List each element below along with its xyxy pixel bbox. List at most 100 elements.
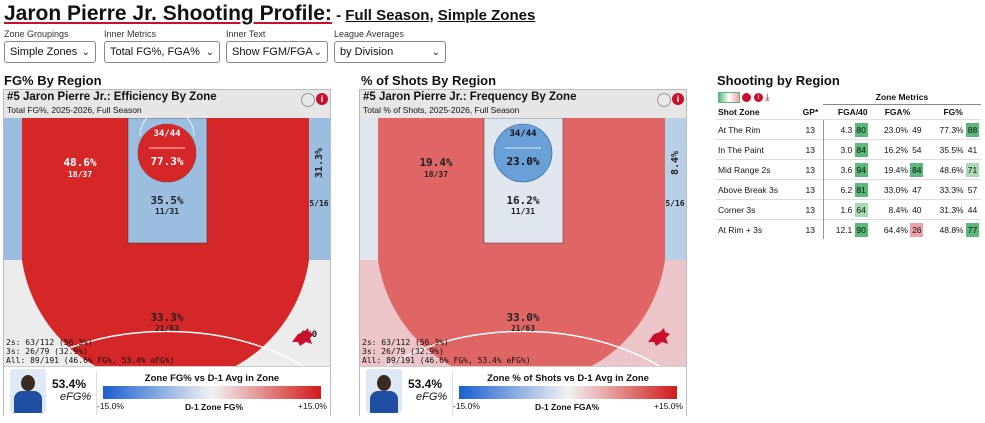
table-row: At The Rim 13 4.3 80 23.0% 49 77.3% 88 [716, 119, 981, 140]
efg-value: 53.4% [52, 377, 87, 391]
zone-cell: Above Break 3s [716, 179, 798, 200]
chevron-down-icon: ⌄ [205, 46, 214, 58]
legend-area: 53.4% eFG% Zone FG% vs D-1 Avg in Zone -… [4, 366, 330, 417]
mid-frac: 18/37 [68, 170, 92, 179]
col-fga40[interactable]: FGA/40 [837, 107, 868, 117]
download-icon[interactable]: ⤓ [765, 91, 770, 103]
rim-frac: 34/44 [153, 129, 181, 139]
inner-text-label: Inner Text [226, 29, 266, 39]
right-corner-frac: 5/16 [309, 199, 328, 208]
legend-max: +15.0% [653, 401, 683, 411]
legend-max: +15.0% [297, 401, 327, 411]
col-fg-pct[interactable]: FG% [943, 107, 963, 117]
footnote-3s: 3s: 26/79 (32.9%) [362, 347, 444, 356]
zone-cell: At The Rim [716, 119, 798, 140]
paint-frac: 11/31 [155, 207, 179, 216]
efg-label: eFG% [416, 391, 448, 403]
legend-title: Zone FG% vs D-1 Avg in Zone [144, 373, 280, 384]
legend-min: -15.0% [97, 401, 124, 411]
card-header: #5 Jaron Pierre Jr.: Frequency By Zone T… [360, 90, 686, 119]
shots-by-region-title: % of Shots By Region [361, 73, 497, 88]
three-pct: 33.3% [150, 311, 183, 324]
midrange-zone [378, 118, 665, 385]
card-header: #5 Jaron Pierre Jr.: Efficiency By Zone … [4, 90, 330, 119]
midrange-zone [22, 118, 309, 385]
col-gp[interactable]: GP* [802, 106, 819, 117]
full-season-link[interactable]: Full Season [345, 7, 430, 24]
three-frac: 21/63 [155, 324, 179, 333]
league-averages-label: League Averages [334, 29, 404, 39]
mid-pct: 48.6% [63, 156, 96, 169]
right-corner-zone [665, 118, 686, 260]
team-logo-icon [292, 328, 314, 346]
col-shot-zone[interactable]: Shot Zone [718, 106, 760, 117]
league-averages-select[interactable]: by Division ⌄ [334, 41, 446, 63]
col-fga-pct[interactable]: FGA% [884, 107, 911, 117]
right-corner-pct: 31.3% [314, 148, 325, 178]
info-icon[interactable]: i [672, 93, 684, 105]
zone-groupings-select[interactable]: Simple Zones ⌄ [4, 41, 96, 63]
inner-metrics-label: Inner Metrics [104, 29, 157, 39]
zone-metrics-header: Zone Metrics [823, 90, 981, 105]
left-corner-zone [360, 118, 378, 260]
player-photo [366, 369, 402, 413]
inner-text-select[interactable]: Show FGM/FGA ⌄ [226, 41, 328, 63]
rim-pct: 77.3% [150, 155, 183, 168]
chevron-down-icon: ⌄ [81, 46, 90, 58]
card-title: #5 Jaron Pierre Jr.: Frequency By Zone [363, 91, 577, 103]
rim-frac: 34/44 [509, 129, 537, 139]
team-logo-icon [648, 328, 670, 346]
shooting-table: i ⤓ Zone Metrics Shot Zone GP* FGA/40 FG… [716, 90, 981, 239]
table-row: Corner 3s 13 1.6 64 8.4% 40 31.3% 44 [716, 199, 981, 220]
paint-frac: 11/31 [511, 207, 535, 216]
legend-gradient [103, 386, 321, 399]
chevron-down-icon: ⌄ [313, 46, 322, 58]
frequency-card: #5 Jaron Pierre Jr.: Frequency By Zone T… [359, 89, 687, 417]
card-subtitle: Total % of Shots, 2025-2026, Full Season [363, 105, 520, 115]
legend-gradient [459, 386, 677, 399]
table-row: Above Break 3s 13 6.2 81 33.0% 47 33.3% … [716, 179, 981, 200]
efg-label: eFG% [60, 391, 92, 403]
shooting-by-region-title: Shooting by Region [717, 73, 840, 88]
right-corner-zone [309, 118, 330, 260]
right-corner-frac: 5/16 [665, 199, 684, 208]
toggle-icon[interactable] [301, 93, 315, 107]
legend-area: 53.4% eFG% Zone % of Shots vs D-1 Avg in… [360, 366, 686, 417]
footnote-2s: 2s: 63/112 (56.3%) [362, 338, 449, 347]
info-icon[interactable]: i [753, 92, 763, 102]
footnote-2s: 2s: 63/112 (56.3%) [6, 338, 93, 347]
mid-pct: 19.4% [419, 156, 452, 169]
info-icon[interactable]: i [316, 93, 328, 105]
toggle-icon[interactable] [657, 93, 671, 107]
legend-title: Zone % of Shots vs D-1 Avg in Zone [487, 373, 649, 384]
efficiency-card: #5 Jaron Pierre Jr.: Efficiency By Zone … [3, 89, 331, 417]
paint-pct: 35.5% [150, 194, 183, 207]
zone-cell: Corner 3s [716, 199, 798, 220]
chevron-down-icon: ⌄ [431, 46, 440, 58]
efficiency-court: 34/44 77.3% 35.5% 11/31 48.6% 18/37 33.3… [4, 118, 330, 416]
right-corner-pct: 8.4% [670, 151, 681, 175]
zone-cell: In The Paint [716, 139, 798, 160]
inner-metrics-select[interactable]: Total FG%, FGA% ⌄ [104, 41, 220, 63]
zone-cell: Mid Range 2s [716, 159, 798, 180]
card-title: #5 Jaron Pierre Jr.: Efficiency By Zone [7, 91, 217, 103]
rim-pct: 23.0% [506, 155, 539, 168]
three-pct: 33.0% [506, 311, 539, 324]
mid-frac: 18/37 [424, 170, 448, 179]
toggle-icon[interactable] [718, 91, 740, 103]
efg-value: 53.4% [408, 377, 443, 391]
legend-min: -15.0% [453, 401, 480, 411]
footnote-all: All: 89/191 (46.6% FG%, 53.4% eFG%) [6, 356, 175, 365]
share-icon[interactable] [742, 92, 752, 102]
paint-pct: 16.2% [506, 194, 539, 207]
simple-zones-link[interactable]: Simple Zones [437, 7, 536, 24]
legend-mid: D-1 Zone FGA% [535, 402, 600, 412]
table-row: Mid Range 2s 13 3.6 94 19.4% 84 48.6% 71 [716, 159, 981, 180]
rim-zone [493, 123, 553, 183]
table-row: In The Paint 13 3.0 84 16.2% 54 35.5% 41 [716, 139, 981, 160]
legend-mid: D-1 Zone FG% [185, 402, 244, 412]
table-row: At Rim + 3s 13 12.1 90 64.4% 26 48.8% 77 [716, 219, 981, 239]
footnote-all: All: 89/191 (46.6% FG%, 53.4% eFG%) [362, 356, 531, 365]
player-photo [10, 369, 46, 413]
zone-groupings-label: Zone Groupings [4, 29, 69, 39]
